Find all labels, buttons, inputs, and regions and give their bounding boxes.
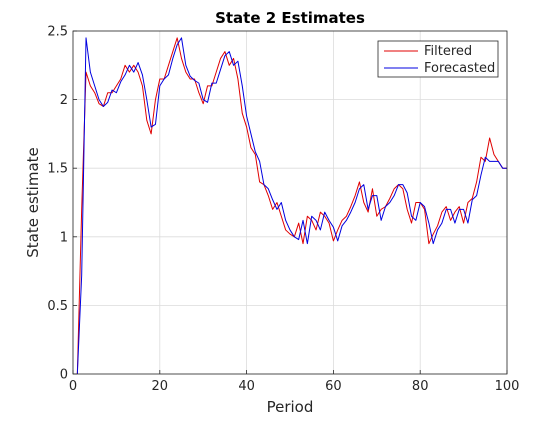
y-tick-label: 2 — [60, 93, 68, 108]
chart-title: State 2 Estimates — [215, 9, 365, 27]
y-tick-label: 2.5 — [47, 25, 68, 40]
legend-label-filtered: Filtered — [424, 44, 472, 59]
y-tick-label: 1 — [60, 230, 68, 245]
plot-frame — [72, 30, 508, 375]
y-tick-label: 1.5 — [47, 162, 68, 177]
y-axis-label: State estimate — [24, 147, 42, 257]
series-line-forecasted — [76, 37, 507, 375]
x-tick-label: 80 — [412, 379, 429, 394]
legend-label-forecasted: Forecasted — [424, 61, 495, 76]
x-tick-label: 20 — [152, 379, 169, 394]
y-tick-label: 0.5 — [47, 299, 68, 314]
x-tick-label: 0 — [69, 379, 77, 394]
x-tick-label: 100 — [495, 379, 520, 394]
legend: Filtered Forecasted — [377, 40, 499, 78]
ticks: 0 20 40 60 80 100 0 0.5 1 1.5 2 2.5 — [47, 25, 519, 395]
x-axis-label: Period — [267, 398, 314, 416]
legend-box — [377, 40, 499, 78]
plot-background — [73, 31, 507, 374]
series-layer — [76, 37, 507, 375]
series-line-filtered — [76, 37, 507, 375]
x-tick-label: 40 — [238, 379, 255, 394]
y-tick-label: 0 — [60, 368, 68, 383]
x-tick-label: 60 — [325, 379, 342, 394]
